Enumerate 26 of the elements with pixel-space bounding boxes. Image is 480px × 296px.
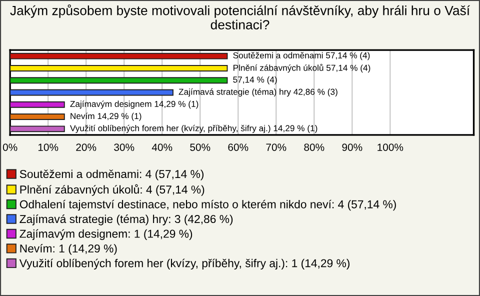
- data-label: Zajímavá strategie (téma) hry 42,86 % (3): [178, 88, 338, 97]
- x-tick-label: 90%: [342, 144, 362, 151]
- data-label: Soutěžemi a odměnami 57,14 % (4): [233, 52, 370, 60]
- data-label: Plnění zábavných úkolů 57,14 % (4): [234, 64, 370, 73]
- legend-label: Odhalení tajemství destinace, nebo místo o kterém nikdo neví: 4 (57,14 %): [20, 200, 396, 211]
- x-tick-label: 50%: [190, 144, 210, 151]
- legend-label: Plnění zábavných úkolů: 4 (57,14 %): [20, 184, 204, 196]
- x-tick-label: 80%: [304, 144, 324, 151]
- x-tick-label: 70%: [266, 144, 286, 151]
- x-tick-label: 40%: [152, 144, 172, 151]
- x-tick-label: 100%: [378, 144, 404, 151]
- x-tick-label: 20%: [76, 144, 96, 151]
- x-tick-label: 10%: [38, 144, 58, 151]
- chart-title: Jakým způsobem byste motivovali potenciální návštěvníky, aby hráli hru o Vaší destinaci?: [10, 4, 470, 30]
- data-label: Využití oblíbených forem her (kvízy, příběhy, šifry aj.) 14,29 % (1): [70, 124, 318, 133]
- legend-label: Nevím: 1 (14,29 %): [20, 244, 117, 255]
- legend-label: Využití oblíbených forem her (kvízy, příběhy, šifry aj.): 1 (14,29 %): [19, 258, 350, 270]
- x-tick-label: 30%: [114, 144, 134, 151]
- legend-label: Zajímavá strategie (téma) hry: 3 (42,86 %): [20, 214, 233, 226]
- data-label: 57,14 % (4): [233, 76, 277, 84]
- x-tick-label: 60%: [228, 144, 248, 151]
- legend-label: Soutěžemi a odměnami: 4 (57,14 %): [20, 170, 204, 180]
- x-tick-label: 0%: [2, 144, 18, 151]
- legend-label: Zajímavým designem: 1 (14,29 %): [20, 229, 192, 240]
- data-label: Zajímavým designem 14,29 % (1): [70, 100, 198, 109]
- data-label: Nevím 14,29 % (1): [70, 112, 142, 121]
